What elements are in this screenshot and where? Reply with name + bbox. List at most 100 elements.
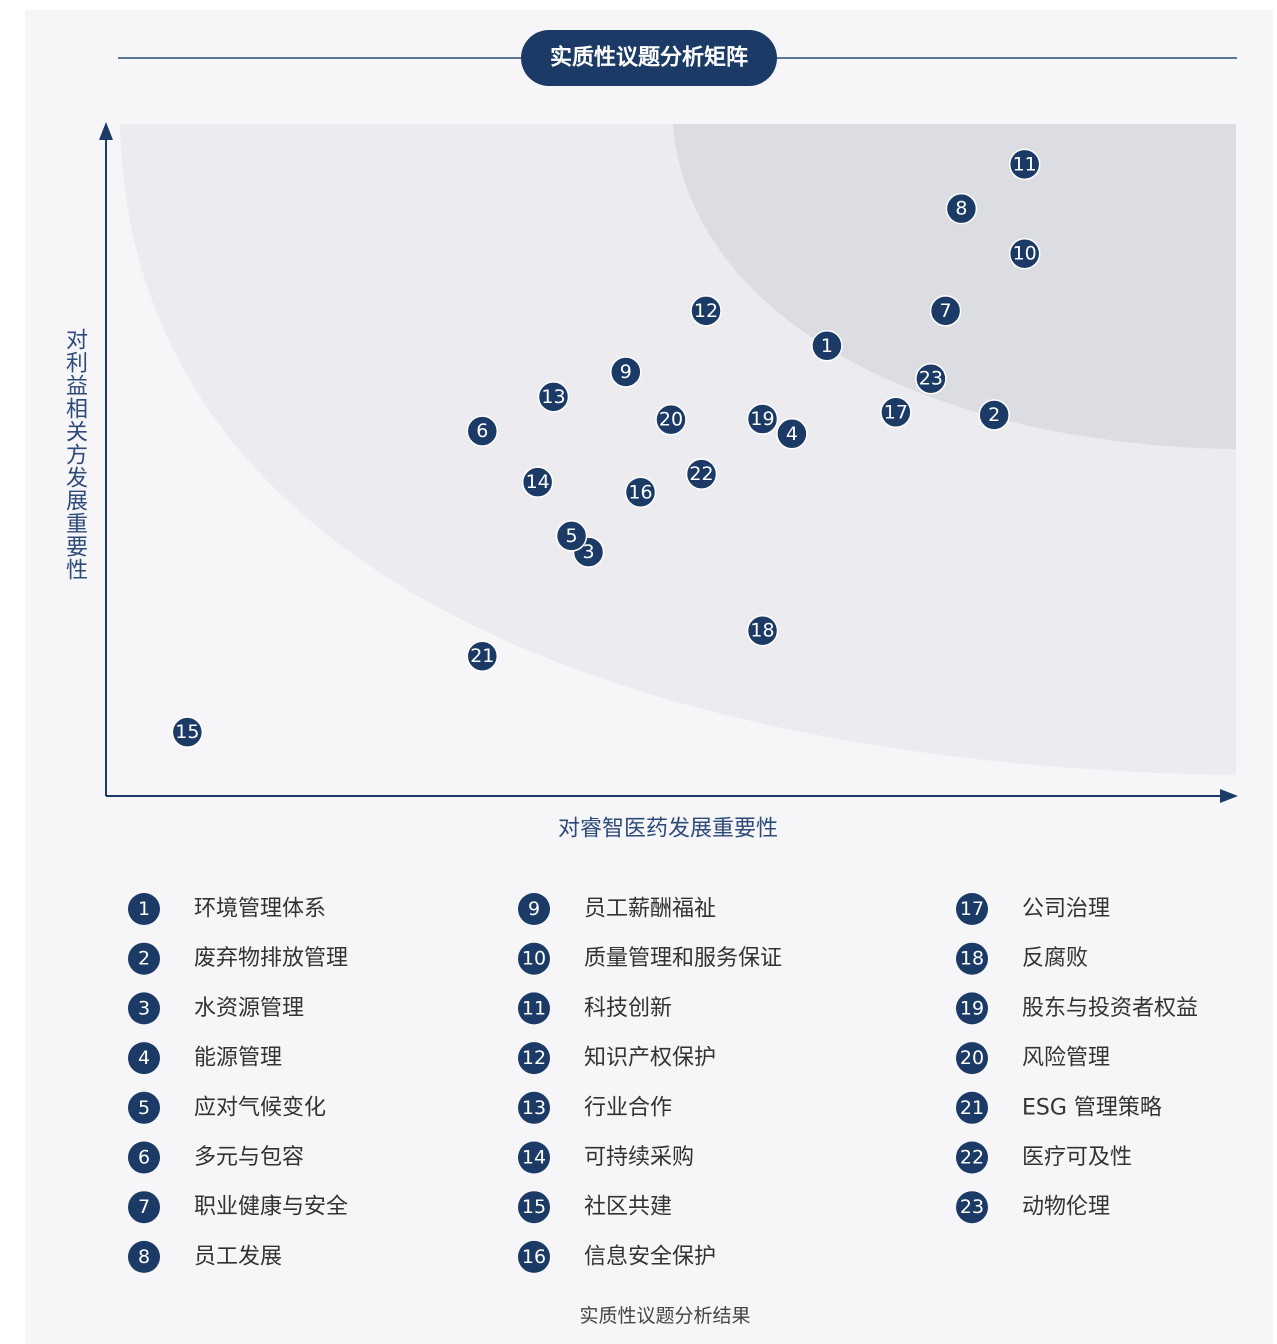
- legend-name: 可持续采购: [584, 1145, 694, 1170]
- legend-marker: [128, 893, 160, 925]
- legend-marker: [128, 1191, 160, 1224]
- point: [811, 330, 843, 362]
- legend-number: 15: [522, 1196, 546, 1218]
- point: [610, 356, 642, 388]
- legend-marker: [518, 1240, 550, 1273]
- y-arrow: [99, 122, 113, 140]
- point-label: 10: [1013, 243, 1037, 265]
- point: [655, 403, 687, 436]
- legend-number: 8: [138, 1246, 150, 1268]
- legend-name: 医疗可及性: [1022, 1145, 1132, 1170]
- legend-name: 社区共建: [584, 1195, 672, 1220]
- point: [624, 476, 657, 509]
- legend-name: 多元与包容: [194, 1145, 304, 1170]
- legend-number: 5: [138, 1097, 150, 1119]
- legend-number: 1: [138, 898, 150, 920]
- point-label: 23: [919, 368, 943, 390]
- point-label: 21: [470, 645, 494, 667]
- legend-marker: [518, 1141, 550, 1174]
- point-label: 14: [526, 471, 550, 493]
- point: [929, 295, 962, 327]
- caption: 实质性议题分析结果: [579, 1305, 750, 1327]
- point: [776, 418, 808, 450]
- legend-name: 质量管理和服务保证: [584, 946, 782, 971]
- point: [945, 192, 978, 225]
- legend-number: 12: [522, 1047, 546, 1069]
- legend-marker: [518, 992, 550, 1025]
- legend-marker: [956, 1042, 988, 1075]
- legend-number: 14: [522, 1147, 546, 1169]
- point-label: 6: [476, 420, 488, 442]
- point-label: 16: [628, 481, 652, 503]
- legend-marker: [128, 1141, 160, 1174]
- legend-marker: [128, 992, 160, 1025]
- legend-number: 16: [522, 1246, 546, 1268]
- point-label: 5: [566, 525, 578, 547]
- point: [466, 415, 499, 447]
- legend-marker: [518, 942, 550, 975]
- legend-marker: [518, 1091, 550, 1124]
- legend-name: 公司治理: [1022, 897, 1110, 922]
- legend-name: 风险管理: [1022, 1046, 1110, 1071]
- point-label: 4: [786, 423, 798, 445]
- point: [746, 614, 779, 647]
- legend-marker: [128, 942, 160, 975]
- point: [880, 396, 912, 429]
- legend-name: ESG 管理策略: [1022, 1095, 1162, 1120]
- legend-name: 废弃物排放管理: [194, 946, 348, 971]
- point-label: 9: [620, 361, 632, 383]
- point: [915, 362, 947, 395]
- point-label: 12: [694, 300, 718, 322]
- legend-number: 7: [138, 1196, 150, 1218]
- chart-title: 实质性议题分析矩阵: [550, 45, 748, 71]
- x-axis-label: 对睿智医药发展重要性: [558, 817, 778, 842]
- point: [537, 381, 570, 413]
- zone-high: [673, 124, 1236, 449]
- legend-marker: [956, 992, 988, 1025]
- legend-name: 员工发展: [194, 1244, 282, 1269]
- legend-marker: [518, 1191, 550, 1224]
- point: [978, 399, 1010, 431]
- legend-name: 职业健康与安全: [194, 1195, 348, 1220]
- legend-number: 6: [138, 1147, 150, 1169]
- legend-name: 能源管理: [194, 1046, 282, 1071]
- legend-marker: [128, 1042, 160, 1075]
- point-label: 3: [582, 541, 594, 563]
- legend-name: 员工薪酬福祉: [584, 897, 716, 922]
- point-label: 7: [940, 300, 952, 322]
- point: [521, 466, 554, 498]
- point: [690, 295, 722, 327]
- legend-name: 知识产权保护: [584, 1046, 716, 1071]
- point: [466, 640, 499, 672]
- legend-name: 信息安全保护: [584, 1244, 716, 1269]
- point-label: 2: [988, 404, 1000, 426]
- point-label: 19: [750, 408, 774, 430]
- legend-name: 应对气候变化: [194, 1095, 326, 1120]
- legend-number: 11: [522, 997, 546, 1019]
- legend-marker: [956, 1141, 988, 1174]
- legend-name: 股东与投资者权益: [1022, 996, 1198, 1021]
- legend-name: 水资源管理: [194, 996, 304, 1021]
- legend-number: 23: [960, 1196, 984, 1218]
- x-arrow: [1220, 789, 1238, 803]
- point-label: 17: [884, 401, 908, 423]
- legend-number: 10: [522, 948, 546, 970]
- legend-number: 18: [960, 948, 984, 970]
- point: [685, 458, 718, 490]
- legend-number: 21: [960, 1097, 984, 1119]
- legend-name: 科技创新: [584, 996, 672, 1021]
- legend-number: 19: [960, 997, 984, 1019]
- point-label: 8: [955, 198, 967, 220]
- legend-number: 17: [960, 898, 984, 920]
- point-label: 11: [1013, 153, 1037, 175]
- point-label: 13: [541, 386, 565, 408]
- legend-number: 22: [960, 1147, 984, 1169]
- legend-marker: [956, 893, 988, 925]
- legend-number: 4: [138, 1047, 150, 1069]
- legend-marker: [128, 1091, 160, 1124]
- legend-marker: [956, 942, 988, 975]
- legend-number: 20: [960, 1047, 984, 1069]
- point-label: 22: [689, 463, 713, 485]
